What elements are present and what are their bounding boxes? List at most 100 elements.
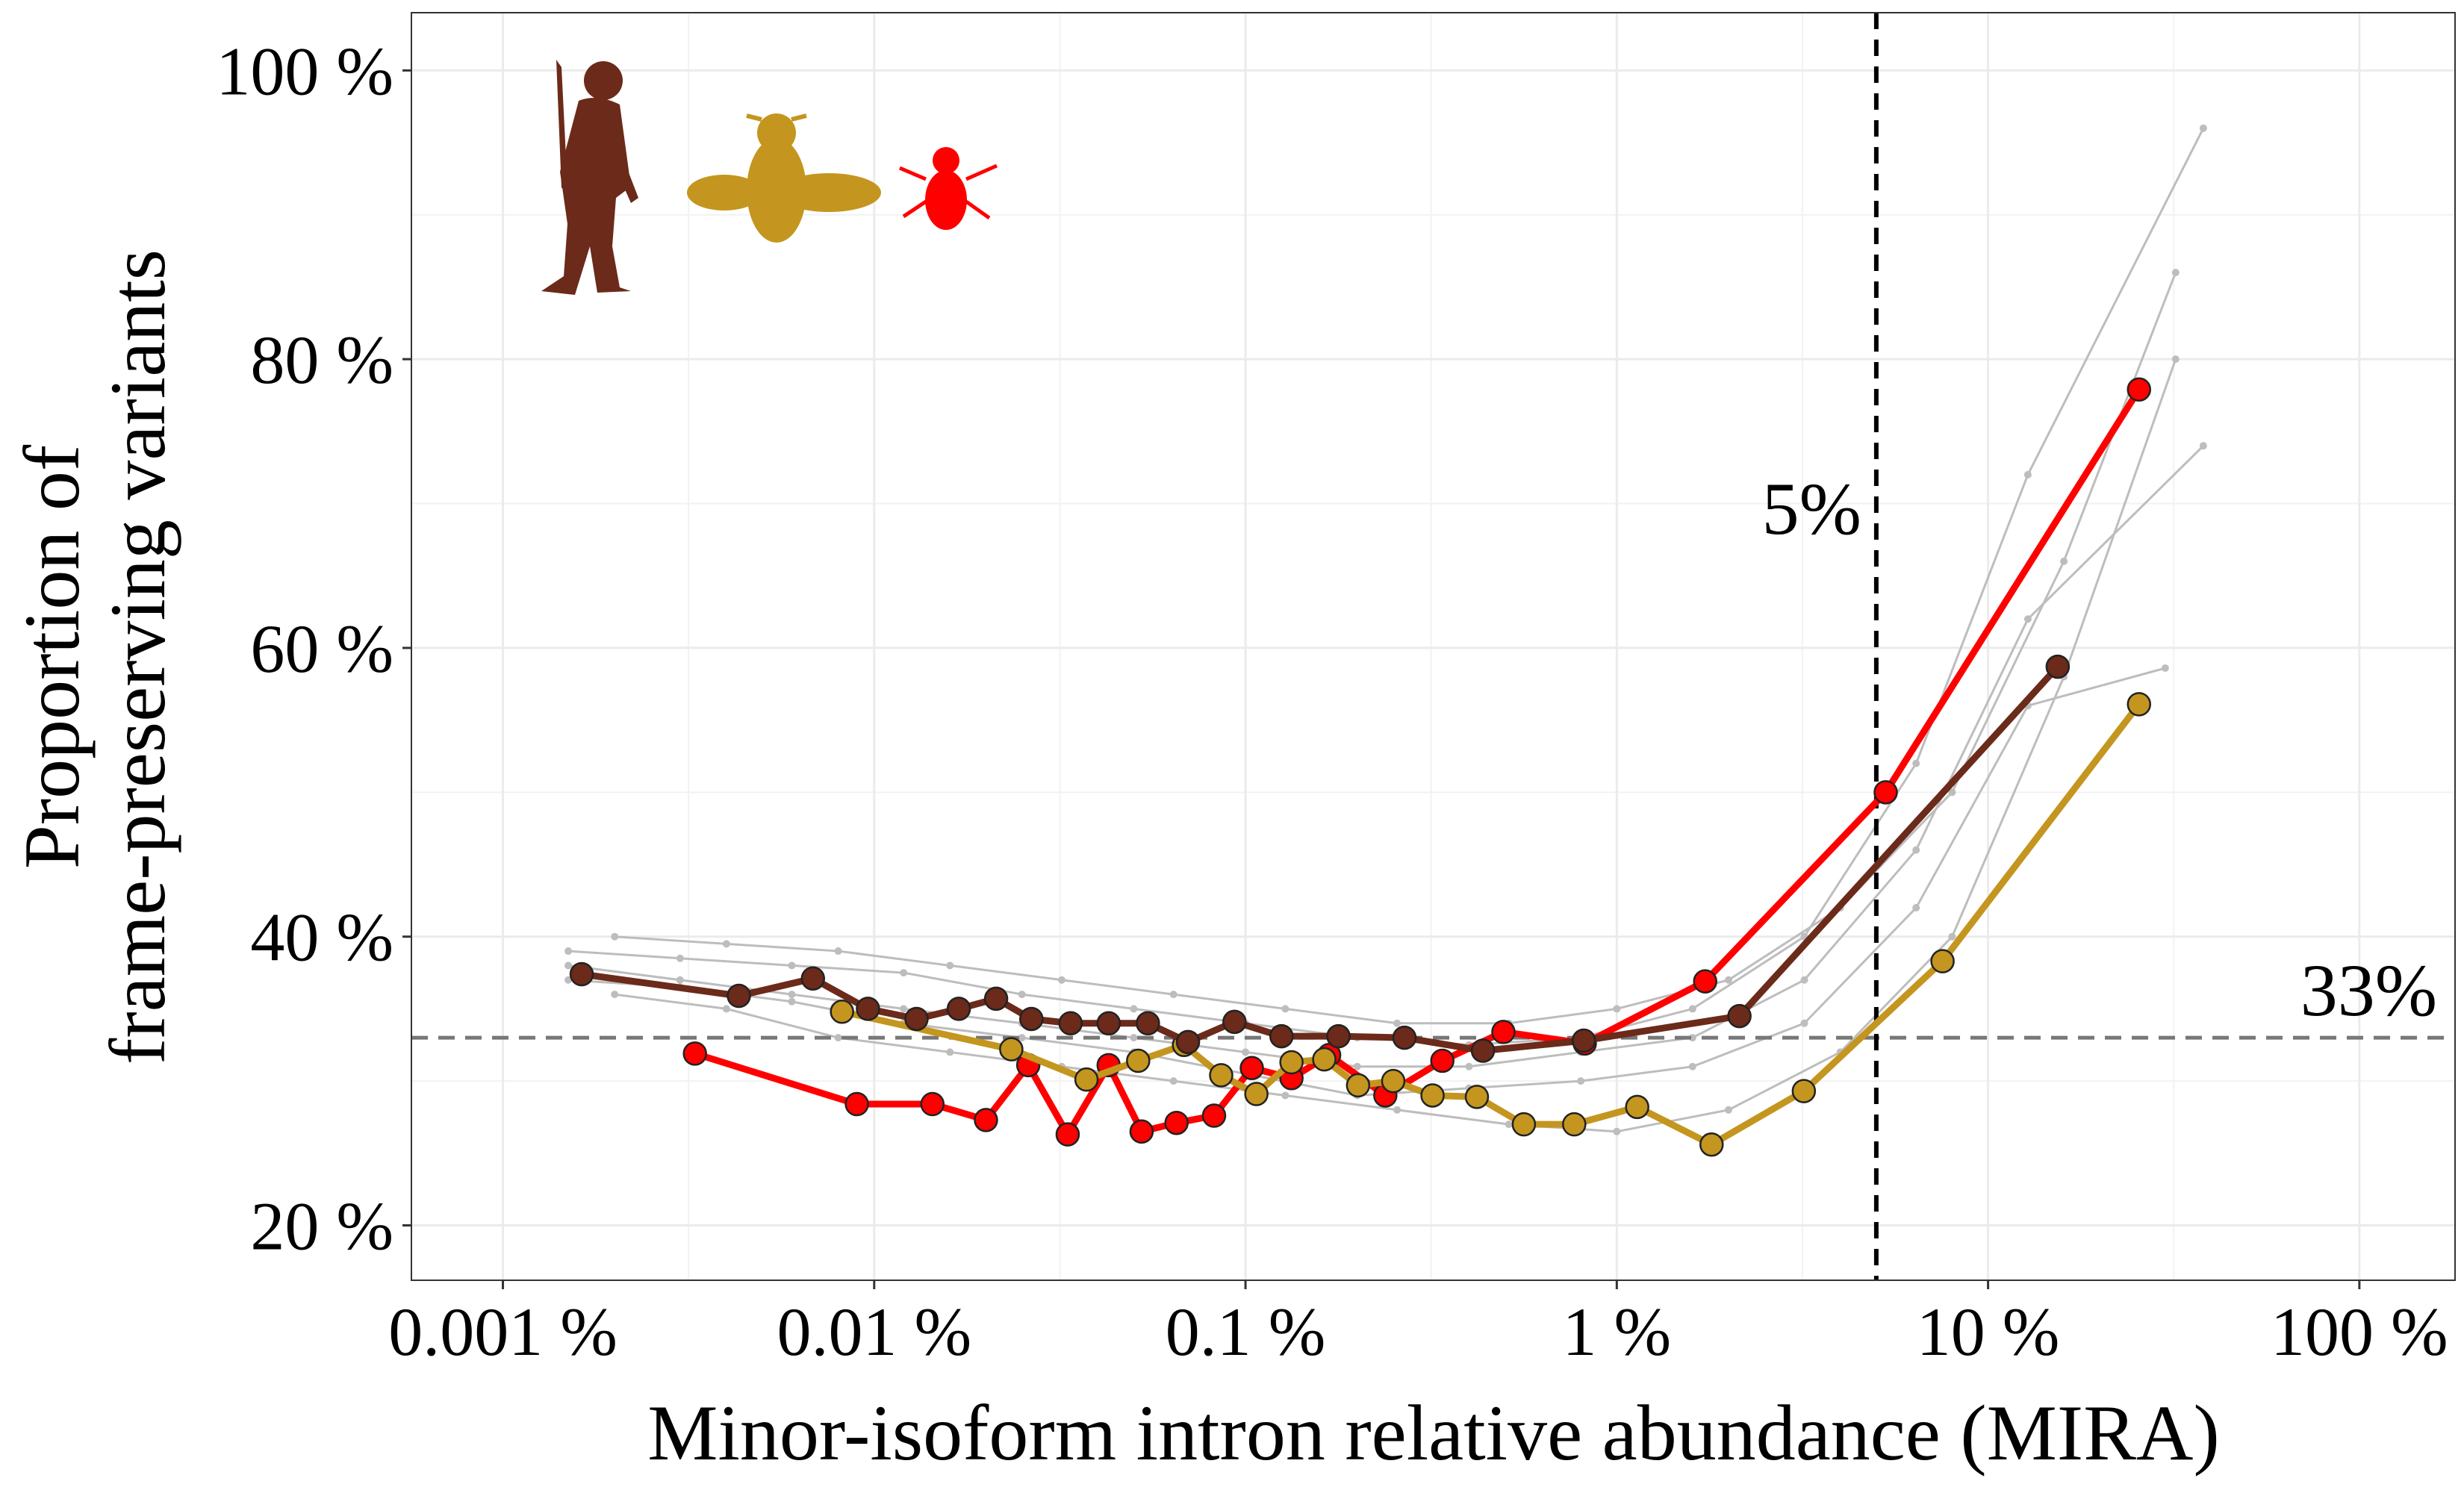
data-point xyxy=(1130,1034,1138,1042)
data-point xyxy=(2127,692,2152,717)
data-point xyxy=(1725,976,1733,984)
data-point xyxy=(946,997,971,1021)
x-axis-title: Minor-isoform intron relative abundance … xyxy=(647,1389,2220,1477)
data-point xyxy=(1800,1019,1808,1027)
data-point xyxy=(2023,615,2032,623)
data-point xyxy=(1353,1062,1361,1070)
data-point xyxy=(1018,1034,1026,1042)
data-point xyxy=(1912,759,1920,767)
y-axis-title: frame-preserving variants xyxy=(94,249,181,1065)
data-point xyxy=(1279,1050,1304,1075)
data-point xyxy=(1693,969,1717,994)
data-point xyxy=(788,991,796,999)
data-point xyxy=(1058,1011,1083,1036)
data-point xyxy=(2199,442,2207,450)
data-point xyxy=(1725,1106,1733,1114)
reference-label: 5% xyxy=(1762,467,1861,550)
data-point xyxy=(1688,1005,1696,1013)
data-point xyxy=(1281,1005,1289,1013)
data-point xyxy=(1169,991,1177,999)
data-point xyxy=(722,1005,730,1013)
data-point xyxy=(2045,654,2071,679)
data-point xyxy=(1239,1056,1264,1080)
y-tick-label: 100 % xyxy=(216,33,393,109)
bee-icon xyxy=(687,113,881,243)
data-point xyxy=(1948,788,1956,797)
data-point xyxy=(788,997,796,1006)
data-point xyxy=(722,940,730,948)
x-tick-label: 0.01 % xyxy=(777,1294,971,1370)
y-tick-label: 80 % xyxy=(250,322,393,398)
x-tick-label: 1 % xyxy=(1563,1294,1672,1370)
data-point xyxy=(564,947,573,956)
data-point xyxy=(1244,1082,1269,1106)
data-point xyxy=(1930,949,1955,973)
data-point xyxy=(1613,1005,1621,1013)
data-point xyxy=(1345,1073,1371,1098)
data-point xyxy=(1222,1009,1247,1035)
data-point xyxy=(1912,904,1920,912)
data-point xyxy=(1577,1077,1585,1085)
data-point xyxy=(1511,1112,1537,1137)
data-point xyxy=(834,947,842,956)
data-point xyxy=(1393,1106,1401,1114)
data-point xyxy=(564,961,573,970)
plot-data xyxy=(411,12,2456,1281)
data-point xyxy=(788,961,796,970)
data-point xyxy=(1873,780,1898,805)
data-point xyxy=(1571,1028,1596,1053)
data-point xyxy=(1055,1122,1080,1147)
data-point xyxy=(946,1048,954,1056)
data-point xyxy=(1505,1120,1513,1129)
data-point xyxy=(2127,377,2152,402)
data-point xyxy=(1699,1132,1724,1157)
data-point xyxy=(564,976,573,984)
species-icons xyxy=(541,60,998,295)
data-point xyxy=(1393,1019,1401,1027)
data-point xyxy=(1129,1119,1154,1144)
data-point xyxy=(676,976,684,984)
data-point xyxy=(1019,1006,1044,1032)
data-point xyxy=(676,954,684,962)
data-point xyxy=(1465,1062,1473,1070)
data-point xyxy=(727,983,751,1009)
data-point xyxy=(1269,1023,1294,1049)
data-point xyxy=(1130,1005,1138,1013)
data-point xyxy=(1326,1023,1351,1049)
human-icon xyxy=(541,60,638,295)
data-point xyxy=(611,932,619,941)
data-point xyxy=(2171,269,2180,277)
data-point xyxy=(1136,1011,1160,1036)
panel-border xyxy=(411,12,2456,1281)
data-point xyxy=(1392,1025,1417,1050)
data-point xyxy=(2199,124,2207,132)
labels: Minor-isoform intron relative abundance … xyxy=(8,33,2448,1477)
data-point xyxy=(999,1037,1024,1062)
data-point xyxy=(1791,1079,1817,1103)
data-point xyxy=(830,1000,854,1024)
data-point xyxy=(1281,1091,1289,1100)
data-point xyxy=(1912,846,1920,854)
data-point xyxy=(1948,932,1956,941)
data-point xyxy=(1420,1083,1445,1108)
y-tick-label: 60 % xyxy=(250,611,393,687)
data-point xyxy=(1201,1103,1227,1128)
data-point xyxy=(1312,1047,1337,1072)
data-point xyxy=(974,1108,998,1132)
data-point xyxy=(1491,1020,1516,1044)
fly-icon xyxy=(899,147,998,230)
data-point xyxy=(1242,1048,1250,1056)
data-point xyxy=(900,969,908,977)
data-point xyxy=(1688,1062,1696,1070)
data-point xyxy=(904,1006,929,1032)
data-point xyxy=(1169,1077,1177,1085)
data-point xyxy=(844,1091,869,1117)
data-point xyxy=(1175,1029,1201,1055)
data-point xyxy=(1800,976,1808,984)
data-point xyxy=(1209,1063,1233,1088)
data-point xyxy=(1018,991,1026,999)
y-tick-label: 40 % xyxy=(250,900,393,976)
data-point xyxy=(2171,355,2180,364)
data-point xyxy=(900,1005,908,1013)
